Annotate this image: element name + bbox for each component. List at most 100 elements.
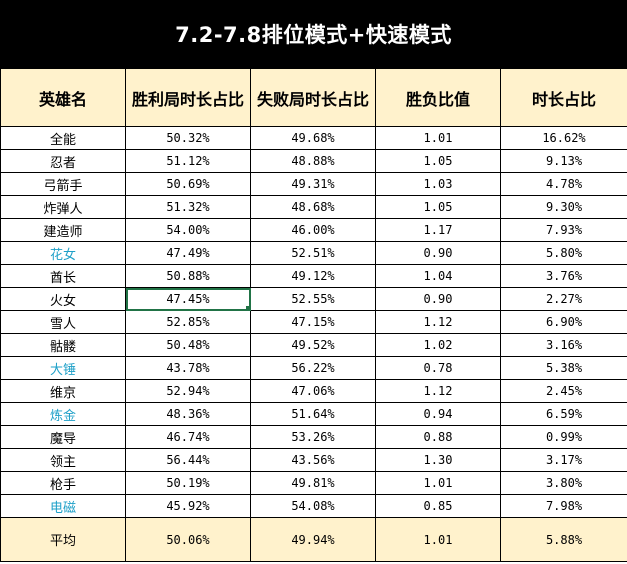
win-share-cell[interactable]: 45.92% xyxy=(125,494,251,518)
ratio-cell[interactable]: 0.78 xyxy=(375,356,501,380)
win-share-cell[interactable]: 56.44% xyxy=(125,448,251,472)
ratio-cell[interactable]: 1.12 xyxy=(375,379,501,403)
win-share-cell[interactable]: 43.78% xyxy=(125,356,251,380)
win-share-cell[interactable]: 54.00% xyxy=(125,218,251,242)
time-share-cell[interactable]: 2.45% xyxy=(500,379,627,403)
ratio-cell[interactable]: 0.88 xyxy=(375,425,501,449)
time-share-cell[interactable]: 16.62% xyxy=(500,126,627,150)
win-share-cell[interactable]: 48.36% xyxy=(125,402,251,426)
hero-name-cell[interactable]: 弓箭手 xyxy=(0,172,126,196)
lose-share-cell[interactable]: 53.26% xyxy=(250,425,376,449)
hero-name-cell[interactable]: 全能 xyxy=(0,126,126,150)
hero-name-cell[interactable]: 电磁 xyxy=(0,494,126,518)
header-win-lose-ratio[interactable]: 胜负比值 xyxy=(375,68,501,127)
time-share-cell[interactable]: 3.76% xyxy=(500,264,627,288)
win-share-cell[interactable]: 50.32% xyxy=(125,126,251,150)
time-share-cell[interactable]: 3.16% xyxy=(500,333,627,357)
lose-share-cell[interactable]: 54.08% xyxy=(250,494,376,518)
ratio-cell[interactable]: 1.03 xyxy=(375,172,501,196)
lose-share-cell[interactable]: 49.81% xyxy=(250,471,376,495)
lose-share-cell[interactable]: 49.12% xyxy=(250,264,376,288)
lose-share-cell[interactable]: 49.52% xyxy=(250,333,376,357)
table-row: 骷髅 50.48% 49.52% 1.02 3.16% xyxy=(0,333,627,357)
ratio-cell[interactable]: 1.02 xyxy=(375,333,501,357)
ratio-cell[interactable]: 1.05 xyxy=(375,149,501,173)
average-ratio[interactable]: 1.01 xyxy=(375,517,501,562)
ratio-cell[interactable]: 1.05 xyxy=(375,195,501,219)
time-share-cell[interactable]: 4.78% xyxy=(500,172,627,196)
win-share-cell[interactable]: 52.94% xyxy=(125,379,251,403)
hero-name-cell[interactable]: 维京 xyxy=(0,379,126,403)
ratio-cell[interactable]: 1.01 xyxy=(375,471,501,495)
hero-name-cell[interactable]: 炼金 xyxy=(0,402,126,426)
win-share-cell[interactable]: 51.32% xyxy=(125,195,251,219)
time-share-cell[interactable]: 3.17% xyxy=(500,448,627,472)
average-time-share[interactable]: 5.88% xyxy=(500,517,627,562)
ratio-cell[interactable]: 0.94 xyxy=(375,402,501,426)
header-lose-share[interactable]: 失败局时长占比 xyxy=(250,68,376,127)
time-share-cell[interactable]: 5.38% xyxy=(500,356,627,380)
hero-name-cell[interactable]: 大锤 xyxy=(0,356,126,380)
lose-share-cell[interactable]: 49.68% xyxy=(250,126,376,150)
header-time-share[interactable]: 时长占比 xyxy=(500,68,627,127)
time-share-cell[interactable]: 9.30% xyxy=(500,195,627,219)
hero-name-cell[interactable]: 骷髅 xyxy=(0,333,126,357)
win-share-cell[interactable]: 50.19% xyxy=(125,471,251,495)
time-share-cell[interactable]: 9.13% xyxy=(500,149,627,173)
lose-share-cell[interactable]: 46.00% xyxy=(250,218,376,242)
average-win-share[interactable]: 50.06% xyxy=(125,517,251,562)
time-share-cell[interactable]: 6.90% xyxy=(500,310,627,334)
ratio-cell[interactable]: 1.01 xyxy=(375,126,501,150)
ratio-cell[interactable]: 1.30 xyxy=(375,448,501,472)
time-share-cell[interactable]: 3.80% xyxy=(500,471,627,495)
lose-share-cell[interactable]: 47.15% xyxy=(250,310,376,334)
table-row: 魔导 46.74% 53.26% 0.88 0.99% xyxy=(0,425,627,449)
win-share-cell[interactable]: 46.74% xyxy=(125,425,251,449)
win-share-cell[interactable]: 52.85% xyxy=(125,310,251,334)
hero-name-cell[interactable]: 枪手 xyxy=(0,471,126,495)
header-hero-name[interactable]: 英雄名 xyxy=(0,68,126,127)
time-share-cell[interactable]: 2.27% xyxy=(500,287,627,311)
lose-share-cell[interactable]: 47.06% xyxy=(250,379,376,403)
lose-share-cell[interactable]: 51.64% xyxy=(250,402,376,426)
time-share-cell[interactable]: 7.98% xyxy=(500,494,627,518)
average-label[interactable]: 平均 xyxy=(0,517,126,562)
time-share-cell[interactable]: 5.80% xyxy=(500,241,627,265)
hero-name-cell[interactable]: 建造师 xyxy=(0,218,126,242)
lose-share-cell[interactable]: 43.56% xyxy=(250,448,376,472)
ratio-cell[interactable]: 1.04 xyxy=(375,264,501,288)
ratio-cell[interactable]: 0.85 xyxy=(375,494,501,518)
lose-share-cell[interactable]: 48.88% xyxy=(250,149,376,173)
hero-name-cell[interactable]: 花女 xyxy=(0,241,126,265)
time-share-cell[interactable]: 0.99% xyxy=(500,425,627,449)
hero-name-cell[interactable]: 领主 xyxy=(0,448,126,472)
table-row: 电磁 45.92% 54.08% 0.85 7.98% xyxy=(0,494,627,518)
ratio-cell[interactable]: 0.90 xyxy=(375,287,501,311)
win-share-cell[interactable]: 51.12% xyxy=(125,149,251,173)
lose-share-cell[interactable]: 56.22% xyxy=(250,356,376,380)
hero-name-cell[interactable]: 火女 xyxy=(0,287,126,311)
win-share-cell[interactable]: 50.48% xyxy=(125,333,251,357)
hero-name-cell[interactable]: 魔导 xyxy=(0,425,126,449)
time-share-cell[interactable]: 7.93% xyxy=(500,218,627,242)
table-row: 弓箭手 50.69% 49.31% 1.03 4.78% xyxy=(0,172,627,196)
ratio-cell[interactable]: 1.17 xyxy=(375,218,501,242)
win-share-cell[interactable]: 47.49% xyxy=(125,241,251,265)
win-share-cell[interactable]: 50.88% xyxy=(125,264,251,288)
win-share-cell[interactable]: 50.69% xyxy=(125,172,251,196)
lose-share-cell[interactable]: 48.68% xyxy=(250,195,376,219)
ratio-cell[interactable]: 0.90 xyxy=(375,241,501,265)
win-share-cell[interactable]: 47.45% xyxy=(125,287,251,311)
header-win-share[interactable]: 胜利局时长占比 xyxy=(125,68,251,127)
ratio-cell[interactable]: 1.12 xyxy=(375,310,501,334)
time-share-cell[interactable]: 6.59% xyxy=(500,402,627,426)
selection-fill-handle[interactable] xyxy=(246,306,250,310)
hero-name-cell[interactable]: 酋长 xyxy=(0,264,126,288)
lose-share-cell[interactable]: 52.51% xyxy=(250,241,376,265)
hero-name-cell[interactable]: 雪人 xyxy=(0,310,126,334)
lose-share-cell[interactable]: 52.55% xyxy=(250,287,376,311)
hero-name-cell[interactable]: 炸弹人 xyxy=(0,195,126,219)
average-lose-share[interactable]: 49.94% xyxy=(250,517,376,562)
lose-share-cell[interactable]: 49.31% xyxy=(250,172,376,196)
hero-name-cell[interactable]: 忍者 xyxy=(0,149,126,173)
